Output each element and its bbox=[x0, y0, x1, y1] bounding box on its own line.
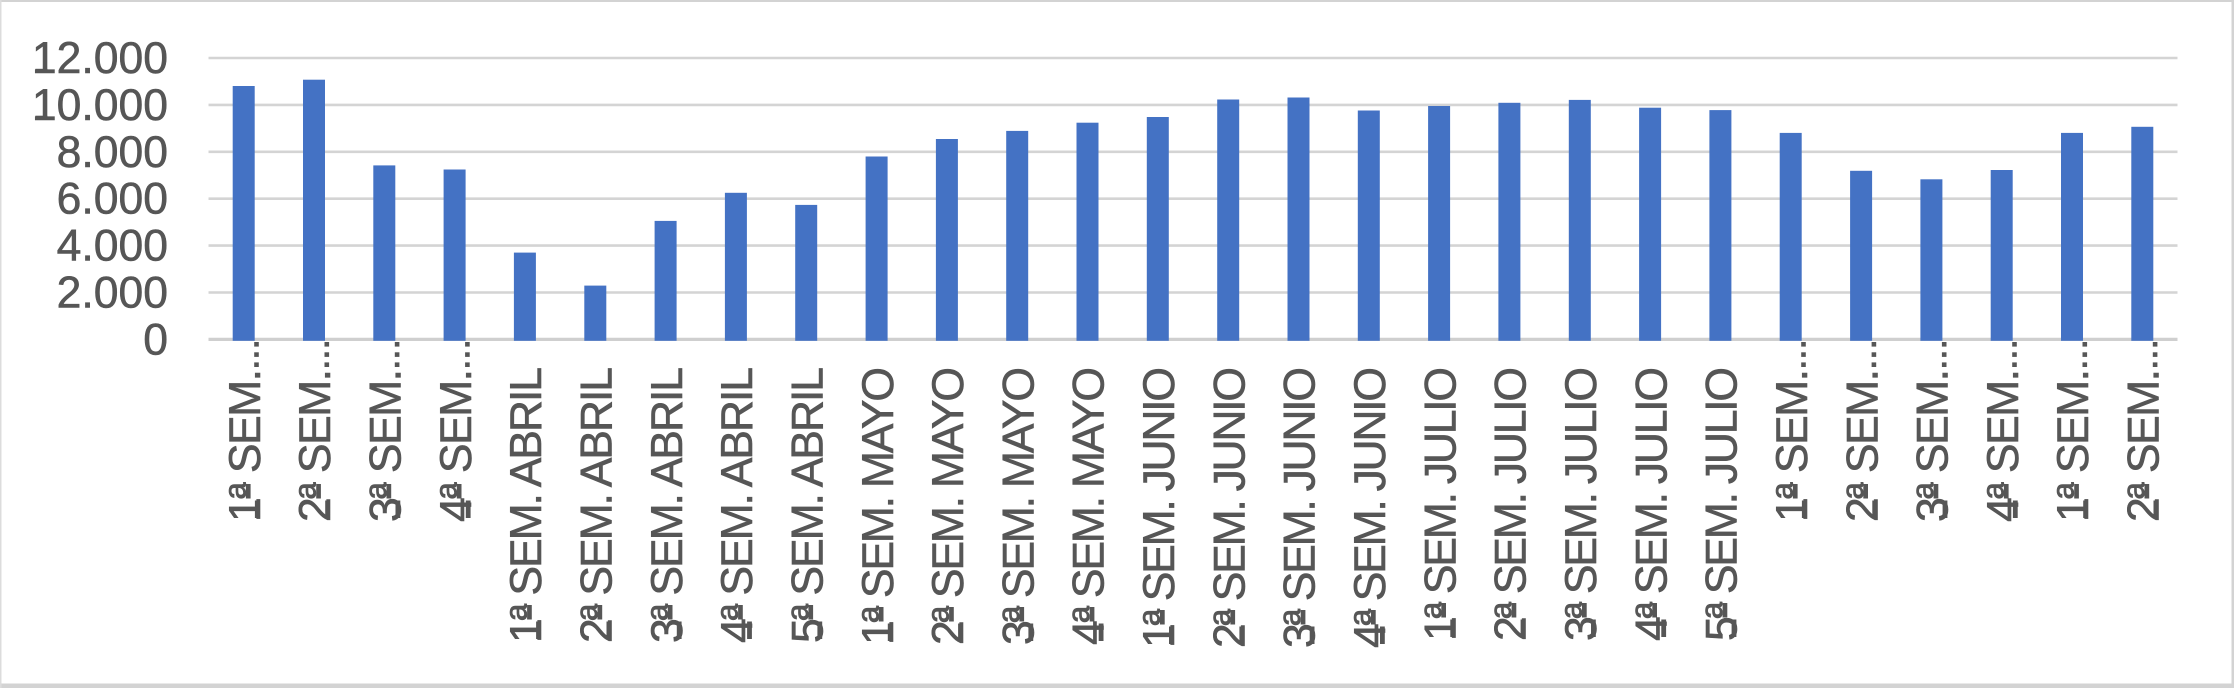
svg-text:4ª SEM.: 4ª SEM. bbox=[432, 369, 481, 522]
svg-text:4ª SEM. JUNIO: 4ª SEM. JUNIO bbox=[1346, 367, 1395, 648]
svg-text:3ª SEM. JULIO: 3ª SEM. JULIO bbox=[1557, 367, 1606, 641]
svg-text:2ª SEM. JULIO: 2ª SEM. JULIO bbox=[1487, 367, 1536, 641]
svg-text:4ª SEM.: 4ª SEM. bbox=[1979, 369, 2028, 522]
svg-text:4ª SEM. ABRIL: 4ª SEM. ABRIL bbox=[713, 367, 762, 643]
svg-text:1ª SEM.: 1ª SEM. bbox=[2049, 369, 2098, 522]
svg-text:10.000: 10.000 bbox=[32, 81, 168, 130]
svg-text:2ª SEM. JUNIO: 2ª SEM. JUNIO bbox=[1205, 367, 1254, 648]
svg-text:2.000: 2.000 bbox=[57, 269, 168, 318]
svg-text:3ª SEM. MAYO: 3ª SEM. MAYO bbox=[994, 367, 1043, 645]
svg-text:1ª SEM. ABRIL: 1ª SEM. ABRIL bbox=[502, 367, 551, 643]
svg-text:4ª SEM. MAYO: 4ª SEM. MAYO bbox=[1065, 367, 1114, 645]
svg-text:1ª SEM. JUNIO: 1ª SEM. JUNIO bbox=[1135, 367, 1184, 648]
svg-text:1ª SEM. JULIO: 1ª SEM. JULIO bbox=[1416, 367, 1465, 641]
svg-text:2ª SEM.: 2ª SEM. bbox=[2120, 369, 2169, 522]
svg-text:3ª SEM.: 3ª SEM. bbox=[362, 369, 411, 522]
svg-text:2ª SEM. ABRIL: 2ª SEM. ABRIL bbox=[573, 367, 622, 643]
svg-text:5ª SEM. JULIO: 5ª SEM. JULIO bbox=[1698, 367, 1747, 641]
svg-text:1ª SEM.: 1ª SEM. bbox=[1768, 369, 1817, 522]
svg-text:4.000: 4.000 bbox=[57, 222, 168, 271]
svg-text:0: 0 bbox=[143, 315, 168, 364]
svg-text:5ª SEM. ABRIL: 5ª SEM. ABRIL bbox=[783, 367, 832, 643]
svg-text:3ª SEM. ABRIL: 3ª SEM. ABRIL bbox=[643, 367, 692, 643]
svg-text:4ª SEM. JULIO: 4ª SEM. JULIO bbox=[1627, 367, 1676, 641]
svg-text:2ª SEM. MAYO: 2ª SEM. MAYO bbox=[924, 367, 973, 645]
svg-text:2ª SEM.: 2ª SEM. bbox=[291, 369, 340, 522]
svg-text:12.000: 12.000 bbox=[32, 34, 168, 83]
svg-text:2ª SEM.: 2ª SEM. bbox=[1838, 369, 1887, 522]
svg-text:1ª SEM.: 1ª SEM. bbox=[221, 369, 270, 522]
svg-text:3ª SEM.: 3ª SEM. bbox=[1909, 369, 1958, 522]
svg-text:8.000: 8.000 bbox=[57, 128, 168, 177]
svg-text:1ª SEM. MAYO: 1ª SEM. MAYO bbox=[854, 367, 903, 645]
svg-text:6.000: 6.000 bbox=[57, 175, 168, 224]
svg-text:3ª SEM. JUNIO: 3ª SEM. JUNIO bbox=[1276, 367, 1325, 648]
